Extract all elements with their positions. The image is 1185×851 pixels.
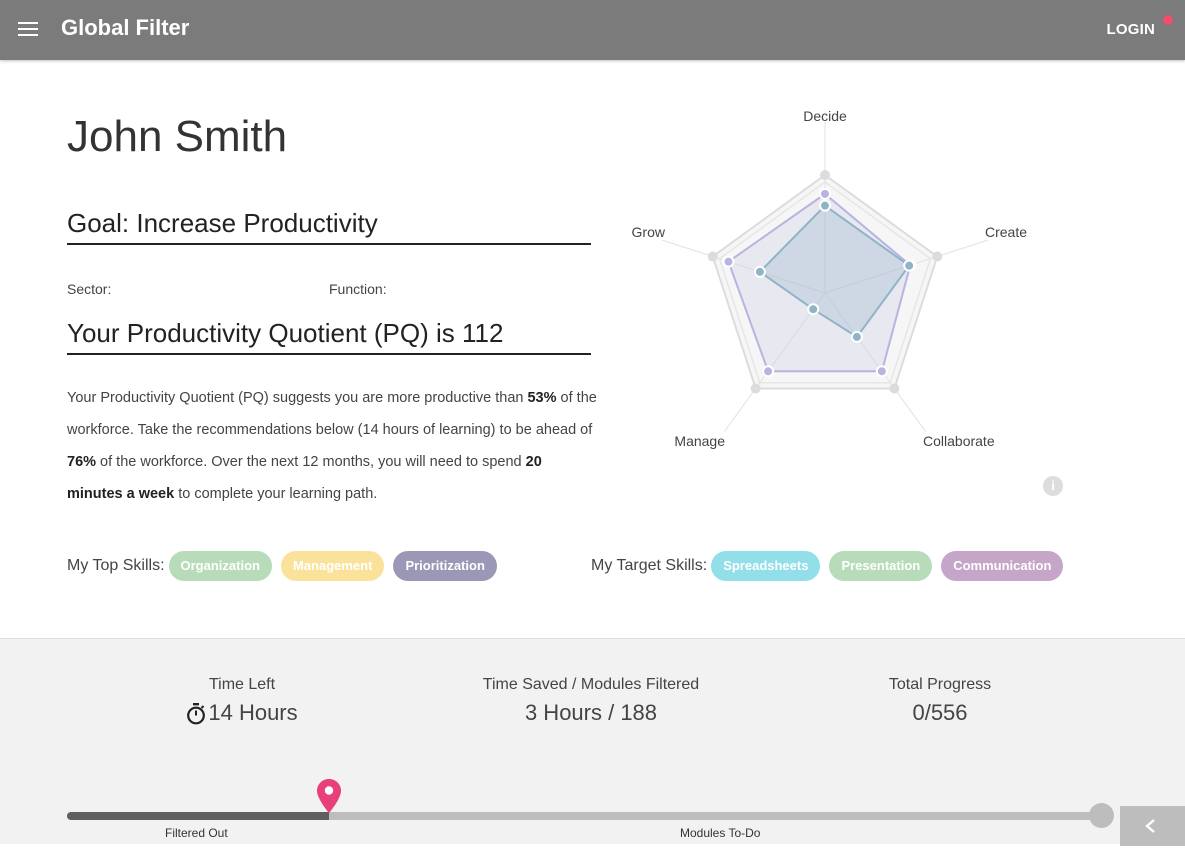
radar-point-2-grow [753,265,766,278]
notification-dot [1163,15,1173,25]
time-saved-stat: Time Saved / Modules Filtered 3 Hours / … [441,676,741,726]
skill-chip-organization[interactable]: Organization [168,551,272,581]
weekly-time: 20 minutes a week [67,454,542,502]
time-saved-label: Time Saved / Modules Filtered [482,676,700,693]
total-progress-stat: Total Progress 0/556 [840,676,1040,726]
radar-point-2-manage [807,303,820,316]
radar-point-1-grow [722,255,735,268]
top-skills-label: My Top Skills: [67,557,165,574]
skill-chip-management[interactable]: Management [280,551,385,581]
radar-point-1-decide [819,187,831,200]
user-name: John Smith [67,112,288,161]
pct-current: 53% [527,390,557,406]
skills-radar-chart: Decide Create Collaborate Manage Grow [632,108,1028,449]
radar-grid-inner [718,181,932,384]
skill-chip-prioritization[interactable]: Prioritization [393,551,497,581]
radar-axis-line [724,292,826,432]
time-left-label: Time Left [208,676,276,693]
modules-todo-label: Modules To-Do [680,826,761,840]
radar-label-create: Create [985,224,1027,240]
skill-chip-communication[interactable]: Communication [941,551,1064,581]
radar-axis-line [662,239,826,294]
time-left-stat: Time Left 14 Hours [142,676,342,726]
pq-heading: Your Productivity Quotient (PQ) is 112 [67,318,591,355]
top-skills: My Top Skills: Organization Management P… [67,551,506,581]
total-progress-label: Total Progress [888,676,992,693]
radar-grid-point [889,383,900,394]
pq-description: Your Productivity Quotient (PQ) suggests… [67,390,597,502]
total-progress-value: 0/556 [912,700,968,725]
collapse-panel-button[interactable] [1120,806,1185,846]
slider-end-handle[interactable] [1089,803,1114,828]
radar-grid-point [932,251,943,262]
skill-chip-spreadsheets[interactable]: Spreadsheets [711,551,821,581]
radar-point-1-manage [762,365,775,378]
app-title: Global Filter [61,15,190,40]
filtered-out-fill [67,812,329,820]
radar-series-2 [758,204,911,339]
map-pin-icon[interactable] [316,779,341,813]
function-label: Function: [329,281,387,297]
radar-grid-point [707,251,718,262]
progress-panel: Time Left 14 Hours Time Saved / Modules … [0,638,1185,846]
pct-target: 76% [67,454,97,470]
progress-track[interactable] [67,812,1102,820]
radar-grid-point [820,170,830,180]
sector-label: Sector: [67,281,112,297]
radar-point-2-create [903,259,916,272]
radar-axis-line [824,292,926,432]
radar-label-grow: Grow [632,224,666,240]
info-icon[interactable]: i [1043,476,1063,496]
login-button[interactable]: LOGIN [1106,21,1155,38]
target-skills-label: My Target Skills: [591,557,708,574]
hamburger-icon[interactable] [18,20,40,38]
radar-label-manage: Manage [674,433,725,449]
radar-grid-point [750,383,761,394]
radar-point-2-decide [819,199,831,212]
target-skills: My Target Skills: Spreadsheets Presentat… [591,551,1072,581]
time-left-value: 14 Hours [208,700,298,725]
radar-point-1-collaborate [875,365,888,378]
chevron-left-icon [1145,819,1155,833]
goal-heading: Goal: Increase Productivity [67,208,591,245]
radar-label-decide: Decide [803,108,847,124]
top-app-bar: Global Filter LOGIN [0,0,1185,60]
stopwatch-icon [187,703,206,725]
time-saved-value: 3 Hours / 188 [524,700,658,725]
radar-label-collaborate: Collaborate [923,433,995,449]
filtered-out-label: Filtered Out [165,826,228,840]
radar-point-2-collaborate [850,330,863,343]
skill-chip-presentation[interactable]: Presentation [829,551,933,581]
